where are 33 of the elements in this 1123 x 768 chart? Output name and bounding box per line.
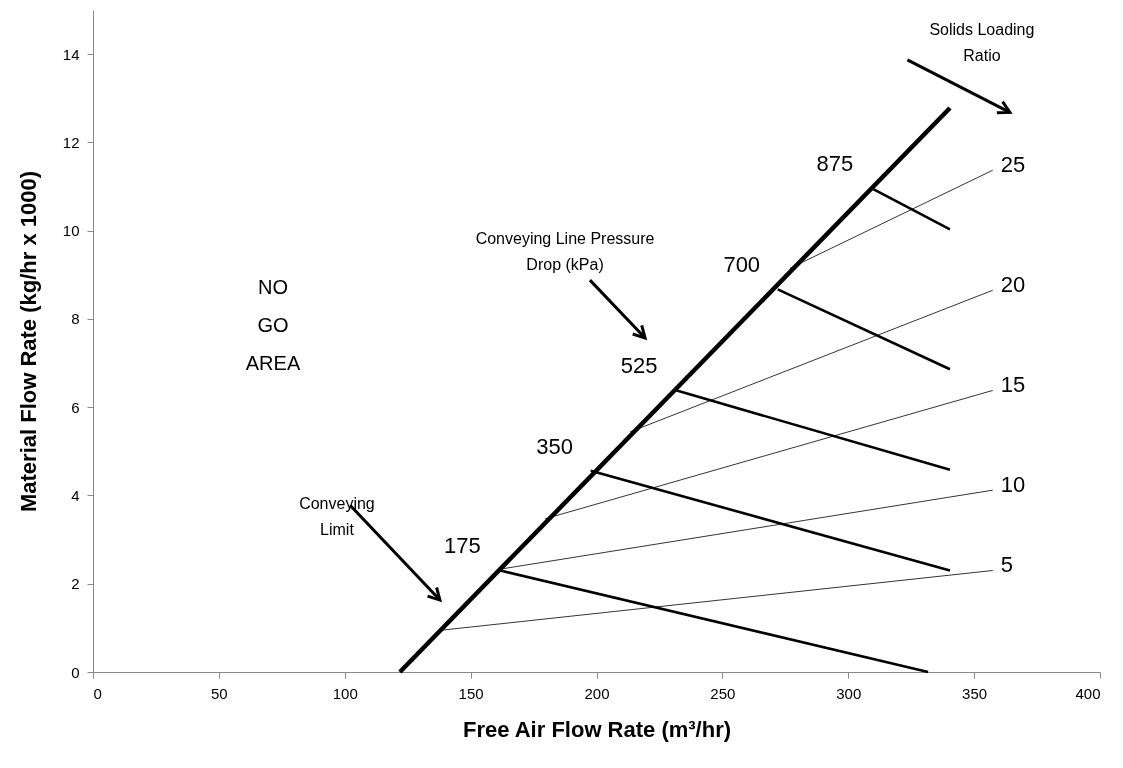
series-label: 15	[1000, 372, 1026, 398]
annotation: Solids Loading Ratio	[929, 20, 1035, 64]
series-label: 350	[536, 433, 574, 459]
series-label: 5	[1000, 552, 1013, 578]
y-tick-label: 2	[71, 575, 80, 593]
y-tick-label: 8	[71, 310, 80, 328]
x-tick-label: 150	[458, 684, 484, 702]
annotation: NO GO AREA	[245, 276, 301, 375]
x-tick-label: 50	[211, 684, 228, 702]
x-tick-label: 0	[93, 684, 102, 702]
annotation: Conveying Line Pressure Drop (kPa)	[475, 230, 655, 274]
x-tick-label: 250	[710, 684, 736, 702]
y-tick-label: 6	[71, 398, 80, 416]
x-tick-label: 350	[962, 684, 988, 702]
series-label: 10	[1000, 472, 1026, 498]
series-label: 175	[443, 533, 481, 559]
y-tick-label: 12	[62, 133, 80, 151]
series-label: 25	[1000, 152, 1026, 178]
series-label: 20	[1000, 272, 1026, 298]
series-label: 700	[723, 252, 761, 278]
x-axis-title: Free Air Flow Rate (m³/hr)	[462, 716, 732, 742]
legend-label: 525	[620, 352, 658, 378]
y-axis-title: Material Flow Rate (kg/hr x 1000)	[15, 170, 41, 513]
y-tick-label: 14	[62, 45, 80, 63]
annotation: Conveying Limit	[299, 495, 375, 539]
x-tick-label: 400	[1075, 684, 1101, 702]
y-tick-label: 4	[71, 486, 80, 504]
y-tick-label: 0	[71, 663, 80, 681]
y-tick-label: 10	[62, 222, 80, 240]
x-tick-label: 300	[836, 684, 862, 702]
series-label: 875	[816, 150, 854, 176]
x-tick-label: 100	[332, 684, 358, 702]
x-tick-label: 200	[584, 684, 610, 702]
